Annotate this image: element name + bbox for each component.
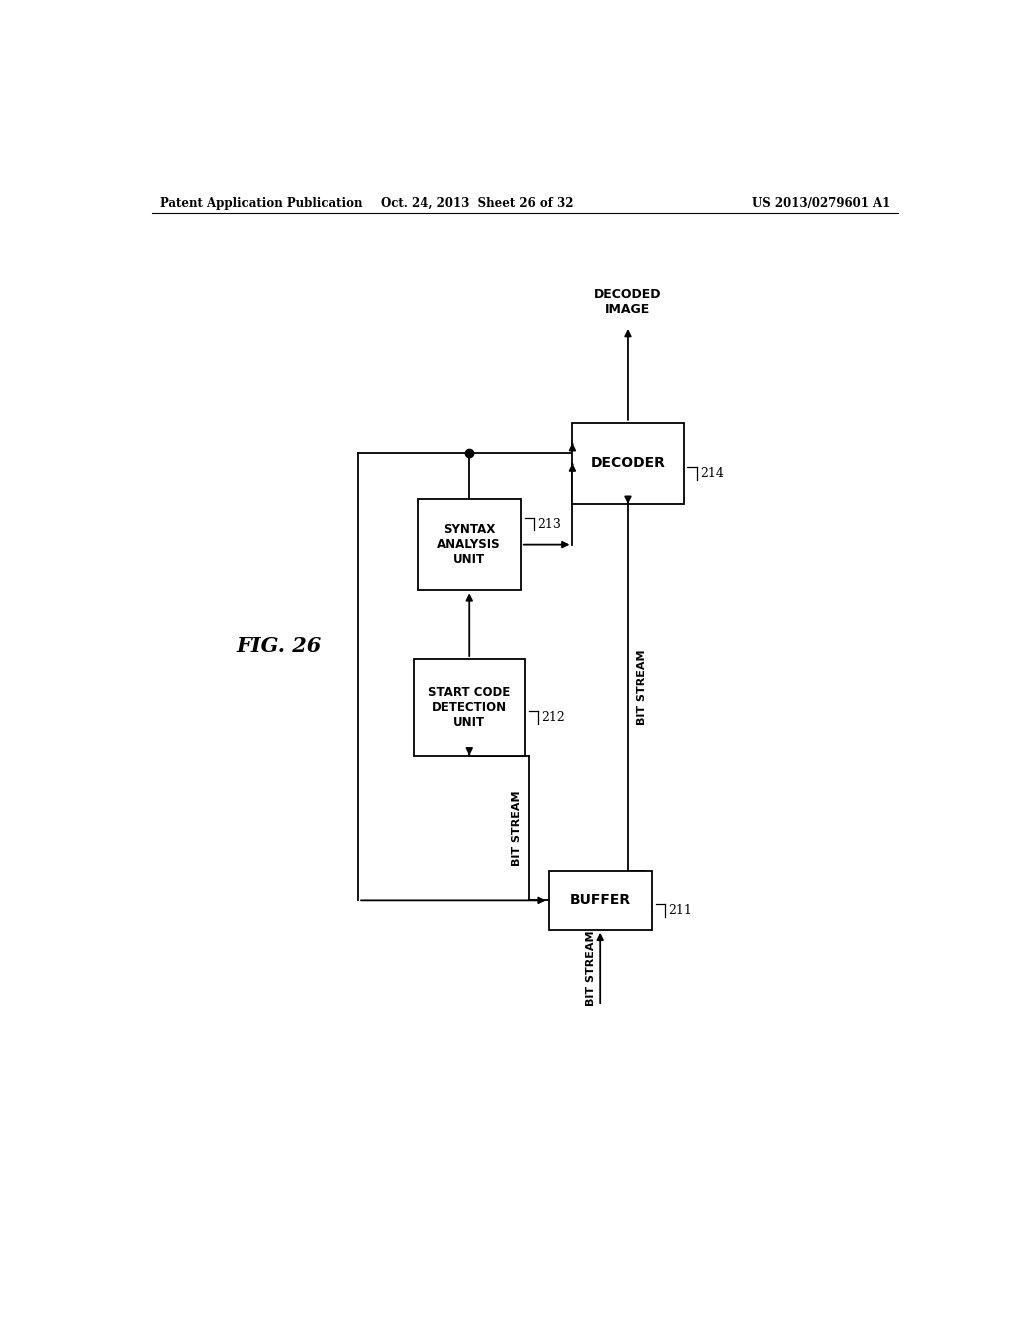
Bar xyxy=(572,422,684,504)
Bar xyxy=(418,499,521,590)
Text: BIT STREAM: BIT STREAM xyxy=(586,931,596,1006)
Text: US 2013/0279601 A1: US 2013/0279601 A1 xyxy=(752,197,890,210)
Text: 212: 212 xyxy=(542,711,565,723)
Text: DECODER: DECODER xyxy=(591,457,666,470)
Text: 213: 213 xyxy=(538,517,561,531)
Text: START CODE
DETECTION
UNIT: START CODE DETECTION UNIT xyxy=(428,686,510,729)
Text: 214: 214 xyxy=(700,467,724,480)
Text: SYNTAX
ANALYSIS
UNIT: SYNTAX ANALYSIS UNIT xyxy=(437,523,501,566)
Text: DECODED
IMAGE: DECODED IMAGE xyxy=(594,288,662,315)
Text: Oct. 24, 2013  Sheet 26 of 32: Oct. 24, 2013 Sheet 26 of 32 xyxy=(381,197,573,210)
Text: BIT STREAM: BIT STREAM xyxy=(637,649,647,725)
Text: FIG. 26: FIG. 26 xyxy=(237,636,322,656)
Text: BUFFER: BUFFER xyxy=(569,894,631,907)
Bar xyxy=(549,871,652,929)
Text: BIT STREAM: BIT STREAM xyxy=(512,791,522,866)
Bar xyxy=(414,659,524,755)
Text: Patent Application Publication: Patent Application Publication xyxy=(160,197,362,210)
Text: 211: 211 xyxy=(669,904,692,917)
